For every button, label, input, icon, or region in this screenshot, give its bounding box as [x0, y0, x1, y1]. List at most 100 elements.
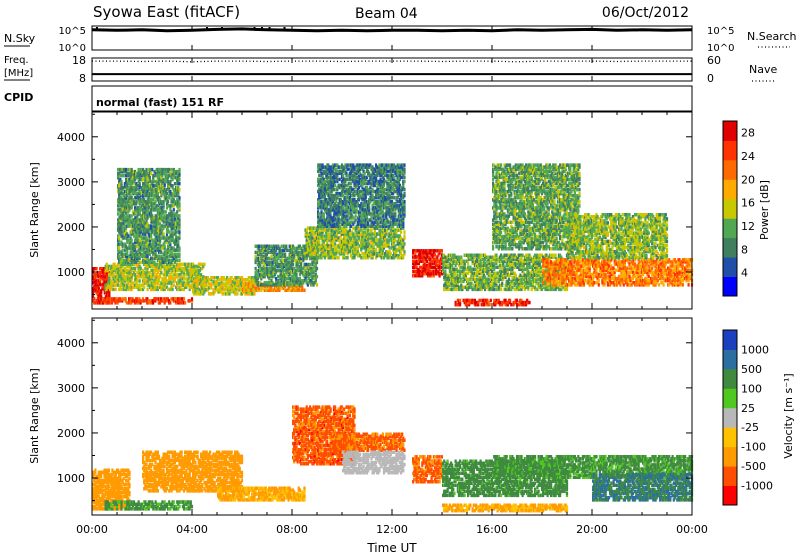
power-cell	[334, 226, 337, 230]
power-cell	[288, 248, 291, 253]
power-cell	[377, 244, 380, 248]
power-cell	[128, 208, 131, 212]
power-cell	[309, 266, 312, 271]
power-cell	[292, 258, 295, 263]
power-cell	[298, 272, 301, 277]
power-cell	[277, 262, 280, 267]
power-cell	[336, 196, 339, 200]
power-cell	[317, 238, 320, 242]
power-cell	[244, 286, 247, 290]
power-cell	[255, 268, 258, 273]
power-cell	[96, 281, 99, 285]
power-cell	[181, 297, 184, 301]
power-cell	[368, 179, 371, 184]
power-cell	[159, 198, 162, 202]
power-cell	[152, 260, 155, 264]
power-cell	[175, 190, 178, 194]
power-cell	[330, 181, 333, 186]
power-cell	[312, 268, 315, 273]
power-cell	[160, 287, 163, 292]
power-cell	[151, 228, 154, 232]
power-cell	[334, 242, 337, 246]
power-cell	[145, 246, 148, 250]
power-cell	[121, 202, 124, 206]
power-cell	[328, 226, 331, 230]
power-cell	[143, 200, 146, 204]
power-cell	[259, 266, 262, 271]
power-cell	[171, 234, 174, 238]
power-cell	[360, 244, 363, 248]
power-cell	[348, 228, 351, 232]
power-cell	[343, 196, 346, 200]
power-cell	[325, 238, 328, 242]
power-cell	[295, 250, 298, 255]
power-cell	[137, 273, 140, 277]
power-cell	[242, 284, 245, 288]
power-cell	[359, 222, 362, 226]
power-cell	[119, 177, 122, 182]
power-cell	[94, 275, 97, 279]
power-cell	[343, 254, 346, 258]
power-cell	[393, 252, 396, 256]
power-cell	[151, 238, 154, 242]
power-cell	[318, 191, 321, 196]
power-cell	[146, 214, 149, 218]
power-cell	[112, 287, 115, 292]
power-cell	[104, 275, 107, 279]
power-cell	[328, 189, 331, 194]
power-cell	[314, 232, 317, 236]
power-cell	[136, 175, 139, 180]
power-cell	[331, 222, 334, 226]
power-cell	[178, 246, 181, 250]
power-cell	[146, 273, 149, 277]
power-cell	[239, 292, 242, 296]
power-cell	[321, 163, 324, 167]
power-cell	[330, 252, 333, 256]
power-cell	[146, 190, 149, 194]
power-cell	[115, 281, 119, 285]
power-cell	[378, 250, 381, 254]
power-cell	[298, 244, 301, 248]
power-cell	[175, 212, 178, 216]
power-cell	[117, 283, 120, 287]
power-cell	[371, 177, 374, 182]
power-cell	[380, 244, 383, 248]
power-cell	[336, 191, 339, 196]
power-cell	[147, 279, 150, 283]
power-cell	[352, 179, 355, 184]
power-cell	[323, 222, 326, 226]
power-cell	[389, 256, 392, 260]
power-cell	[254, 260, 257, 265]
power-cell	[210, 284, 213, 288]
power-cell	[139, 260, 142, 264]
power-cell	[120, 179, 123, 184]
power-cell	[301, 288, 304, 292]
power-cell	[107, 295, 110, 299]
power-cell	[173, 224, 176, 228]
power-cell	[303, 274, 306, 279]
power-cell	[178, 230, 181, 234]
power-cell	[342, 200, 345, 204]
power-cell	[261, 283, 264, 287]
power-cell	[173, 182, 176, 186]
power-cell	[148, 202, 151, 206]
power-cell	[327, 214, 330, 218]
power-cell	[178, 268, 181, 273]
power-cell	[131, 198, 134, 202]
power-cell	[326, 177, 329, 182]
power-cell	[388, 250, 391, 254]
power-cell	[223, 288, 226, 292]
power-cell	[142, 184, 145, 188]
power-cell	[159, 190, 162, 194]
power-cell	[134, 260, 137, 264]
power-cell	[345, 220, 348, 224]
power-cell	[368, 252, 371, 256]
power-cell	[275, 279, 278, 283]
power-cell	[346, 193, 349, 198]
power-cell	[344, 248, 347, 252]
power-cell	[167, 246, 170, 250]
power-cell	[145, 173, 148, 178]
power-cell	[155, 182, 158, 186]
power-cell	[353, 256, 356, 260]
power-cell	[102, 287, 105, 291]
